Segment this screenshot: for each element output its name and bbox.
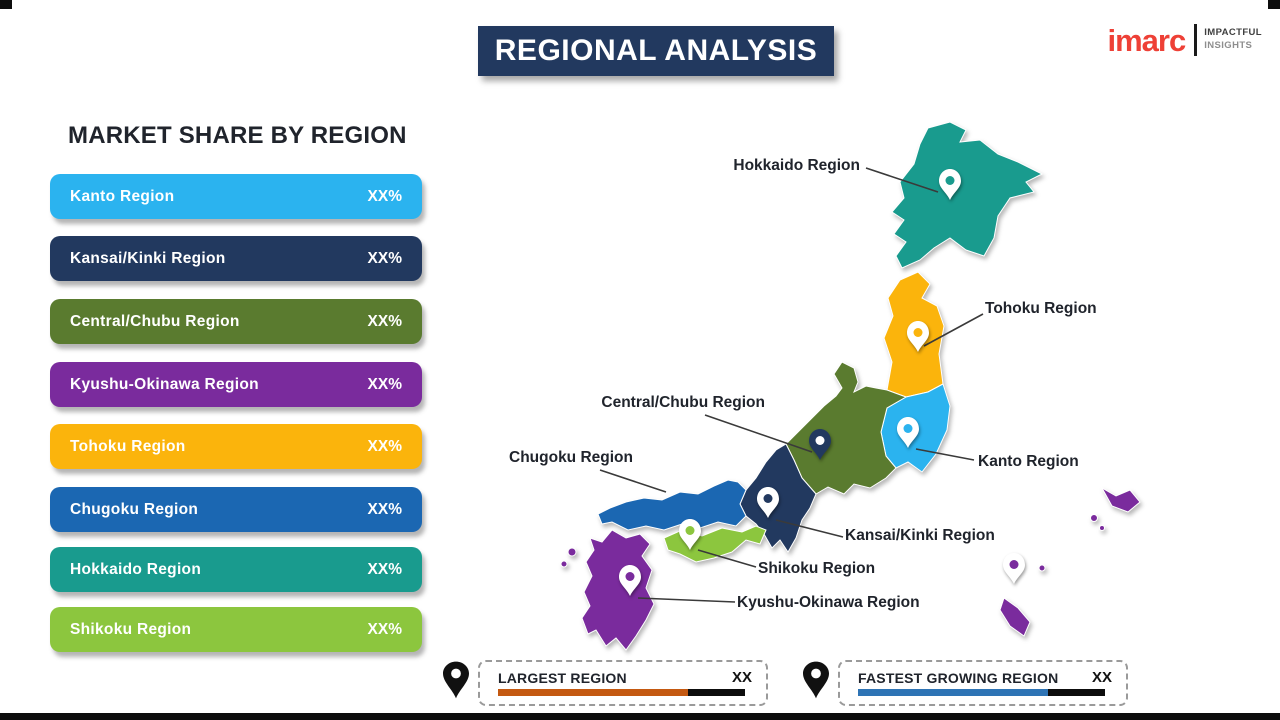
market-share-bar-chubu: Central/Chubu Region XX% [50,299,422,344]
largest-region-bar-color [498,689,688,696]
market-share-bar-chugoku: Chugoku Region XX% [50,487,422,532]
map-leader-lines [599,167,984,603]
bar-label: Kyushu-Okinawa Region [70,375,259,393]
fastest-growing-bar-color [858,689,1048,696]
largest-region-bar [498,689,745,696]
logo-divider [1194,24,1198,56]
region-chugoku [597,479,747,531]
map-label-chugoku: Chugoku Region [509,449,633,466]
largest-region-legend: LARGEST REGION XX [478,660,768,706]
leader-line-shikoku [697,549,757,568]
market-share-heading: MARKET SHARE BY REGION [68,122,407,149]
region-kyushu [581,529,655,651]
bar-value: XX% [367,187,402,205]
fastest-growing-bar [858,689,1105,696]
map-label-kyushu-okinawa: Kyushu-Okinawa Region [737,594,920,611]
logo-tagline-line2: INSIGHTS [1204,40,1253,51]
fastest-growing-value: XX [1091,669,1112,686]
frame-edge-bottom [0,713,1280,720]
japan-map [560,121,1141,651]
okinawa-pin-icon [1003,553,1025,584]
leader-line-tohoku [923,313,984,347]
region-amami-islands [1100,486,1141,513]
bar-label: Kansai/Kinki Region [70,249,226,267]
frame-edge-top-left [0,0,12,9]
kanto-pin-icon [897,417,919,448]
map-label-kansai: Kansai/Kinki Region [845,527,995,544]
region-kyushu-islet [560,560,568,568]
region-hokkaido [891,121,1044,269]
page-title: REGIONAL ANALYSIS [478,26,834,76]
largest-region-value: XX [731,669,752,686]
market-share-bar-hokkaido: Hokkaido Region XX% [50,547,422,592]
map-label-shikoku: Shikoku Region [758,560,876,577]
bar-label: Central/Chubu Region [70,312,240,330]
map-label-tohoku: Tohoku Region [985,300,1097,317]
market-share-bar-kanto: Kanto Region XX% [50,174,422,219]
bar-value: XX% [367,560,402,578]
leader-line-kanto [915,448,975,461]
region-okinawa-islet [1090,514,1098,522]
market-share-bar-shikoku: Shikoku Region XX% [50,607,422,652]
fastest-growing-pin-icon [803,661,829,699]
map-label-hokkaido: Hokkaido Region [733,157,860,174]
hokkaido-pin-icon [939,169,961,200]
leader-line-kansai [775,519,844,538]
bar-value: XX% [367,620,402,638]
bar-label: Hokkaido Region [70,560,202,578]
region-kyushu-islet [567,547,577,557]
fastest-growing-label: FASTEST GROWING REGION [858,669,1059,686]
leader-line-kyushu [637,597,736,603]
kansai-pin-icon [757,487,779,518]
chubu-pin-icon [809,429,831,460]
bar-value: XX% [367,437,402,455]
shikoku-pin-icon [679,519,701,550]
bar-value: XX% [367,500,402,518]
region-chubu [785,361,908,495]
map-label-chubu: Central/Chubu Region [601,394,765,411]
logo-tagline-line1: IMPACTFUL [1204,27,1262,39]
region-okinawa-islet [1038,564,1046,572]
market-share-bar-kyushu-okinawa: Kyushu-Okinawa Region XX% [50,362,422,407]
bar-label: Chugoku Region [70,500,199,518]
kyushu-pin-icon [619,565,641,596]
market-share-bar-tohoku: Tohoku Region XX% [50,424,422,469]
bar-value: XX% [367,249,402,267]
bar-label: Tohoku Region [70,437,186,455]
legend-row: LARGEST REGION XX [498,669,752,686]
fastest-growing-bar-black [1048,689,1105,696]
bar-label: Kanto Region [70,187,175,205]
market-share-bar-kansai: Kansai/Kinki Region XX% [50,236,422,281]
bar-value: XX% [367,375,402,393]
largest-region-pin-icon [443,661,469,699]
page-title-text: REGIONAL ANALYSIS [494,34,818,67]
region-okinawa-main [999,597,1031,637]
map-label-kanto: Kanto Region [978,453,1079,470]
fastest-growing-legend: FASTEST GROWING REGION XX [838,660,1128,706]
leader-line-chugoku [599,469,667,493]
leader-line-chubu [704,414,813,453]
map-pins [619,169,1025,596]
logo-tagline: IMPACTFUL INSIGHTS [1204,27,1262,53]
largest-region-label: LARGEST REGION [498,669,627,686]
legend-row: FASTEST GROWING REGION XX [858,669,1112,686]
logo-brand-text: imarc [1107,22,1186,58]
frame-edge-top-right [1268,0,1280,9]
bar-value: XX% [367,312,402,330]
tohoku-pin-icon [907,321,929,352]
imarc-logo: imarc IMPACTFUL INSIGHTS [1107,24,1262,56]
region-okinawa-islet [1099,525,1105,531]
largest-region-bar-black [688,689,745,696]
leader-line-hokkaido [865,167,939,193]
bar-label: Shikoku Region [70,620,192,638]
